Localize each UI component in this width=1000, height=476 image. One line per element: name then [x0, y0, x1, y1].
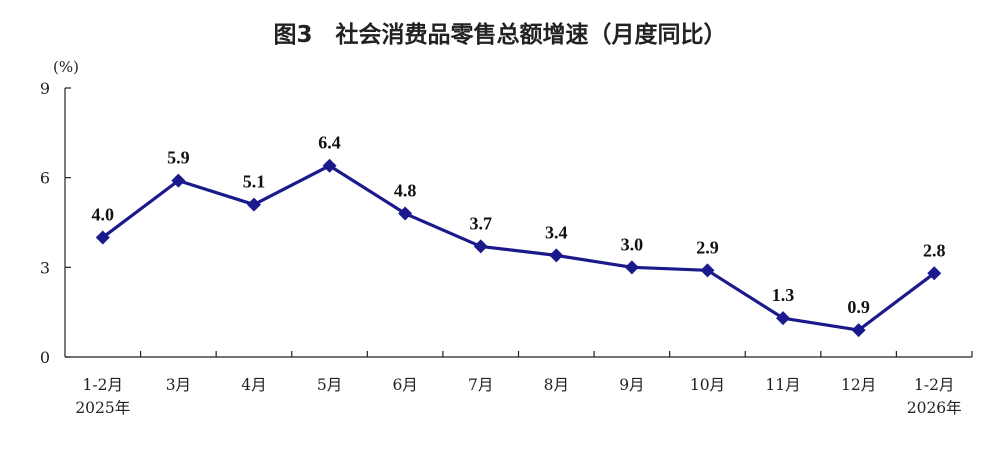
data-label: 1.3 [772, 285, 795, 305]
data-point-marker [927, 266, 942, 281]
data-point-marker [246, 197, 261, 212]
x-tick-label: 2025年 [75, 399, 130, 417]
x-tick-label: 1-2月 [914, 376, 954, 394]
series-line [101, 164, 936, 332]
y-axis-ticks: 0 3 6 9 [40, 79, 71, 367]
data-label: 4.8 [394, 181, 417, 201]
data-point-marker [700, 263, 715, 278]
data-point-marker [851, 323, 866, 338]
data-label: 2.8 [923, 240, 946, 260]
x-tick-label: 9月 [619, 376, 644, 394]
data-point-marker [171, 173, 186, 188]
data-point-marker [398, 206, 413, 221]
data-point-marker [549, 248, 564, 263]
y-tick-label: 9 [40, 79, 50, 98]
x-tick-label: 10月 [690, 376, 725, 394]
y-tick-label: 6 [40, 169, 50, 188]
data-label: 5.9 [167, 148, 190, 168]
x-tick-label: 12月 [841, 376, 876, 394]
chart-title: 图3 社会消费品零售总额增速（月度同比） [273, 21, 726, 48]
data-markers [95, 158, 942, 338]
x-tick-label: 5月 [317, 376, 342, 394]
axes [64, 88, 972, 358]
x-tick-label: 8月 [544, 376, 569, 394]
data-label: 6.4 [318, 133, 341, 153]
data-label: 3.0 [621, 234, 644, 254]
data-point-marker [624, 260, 639, 275]
y-axis-unit-label: (%) [53, 58, 79, 76]
data-point-marker [322, 158, 337, 173]
x-axis-ticks: 1-2月 2025年 3月 4月 5月 6月 7月 8月 9月 10月 11月 12月 1-2月 2026… [75, 351, 973, 417]
data-point-marker [776, 311, 791, 326]
data-label: 2.9 [696, 237, 719, 257]
x-tick-label: 4月 [241, 376, 266, 394]
x-tick-label: 1-2月 [83, 376, 123, 394]
x-tick-label: 3月 [166, 376, 191, 394]
series-line-group [101, 164, 936, 332]
data-label: 3.4 [545, 222, 568, 242]
data-label: 4.0 [92, 204, 115, 224]
x-tick-label: 7月 [468, 376, 493, 394]
x-tick-label: 11月 [765, 376, 800, 394]
data-point-marker [473, 239, 488, 254]
data-label: 0.9 [847, 297, 870, 317]
data-label: 3.7 [469, 213, 492, 233]
x-tick-label: 2026年 [907, 399, 962, 417]
y-tick-label: 3 [40, 258, 50, 277]
data-label: 5.1 [243, 172, 266, 192]
y-tick-label: 0 [40, 348, 50, 367]
data-point-marker [95, 230, 110, 245]
data-labels: 4.0 5.9 5.1 6.4 4.8 3.7 3.4 3.0 2.9 1.3 0.9 2.8 [92, 133, 946, 317]
x-tick-label: 6月 [392, 376, 417, 394]
